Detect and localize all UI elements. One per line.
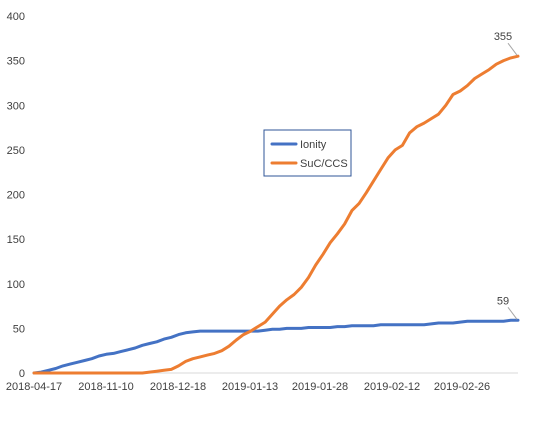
x-tick-label: 2018-12-18 [150,381,206,393]
x-tick-label: 2019-01-13 [222,381,278,393]
y-tick-label: 100 [7,279,25,291]
x-tick-label: 2018-11-10 [78,381,133,393]
series-end-label: 59 [497,295,509,307]
y-tick-label: 350 [7,56,25,68]
y-tick-label: 50 [13,323,25,335]
series-line-0 [32,318,520,375]
legend-box [263,129,352,177]
y-tick-label: 150 [7,234,25,246]
y-tick-label: 0 [19,368,25,380]
x-tick-label: 2019-02-12 [364,381,420,393]
legend-entry: Ionity [300,139,327,151]
x-tick-label: 2018-04-17 [6,381,62,393]
series-end-label: 355 [494,31,512,43]
y-tick-label: 400 [7,11,25,23]
series-line-1 [32,54,520,375]
y-tick-label: 250 [7,145,25,157]
legend-entry: SuC/CCS [300,158,348,170]
y-tick-label: 300 [7,100,25,112]
data-label-leader [507,307,518,320]
x-tick-label: 2019-01-28 [292,381,348,393]
y-tick-label: 200 [7,190,25,202]
data-label-leader [507,42,518,56]
x-tick-label: 2019-02-26 [434,381,490,393]
